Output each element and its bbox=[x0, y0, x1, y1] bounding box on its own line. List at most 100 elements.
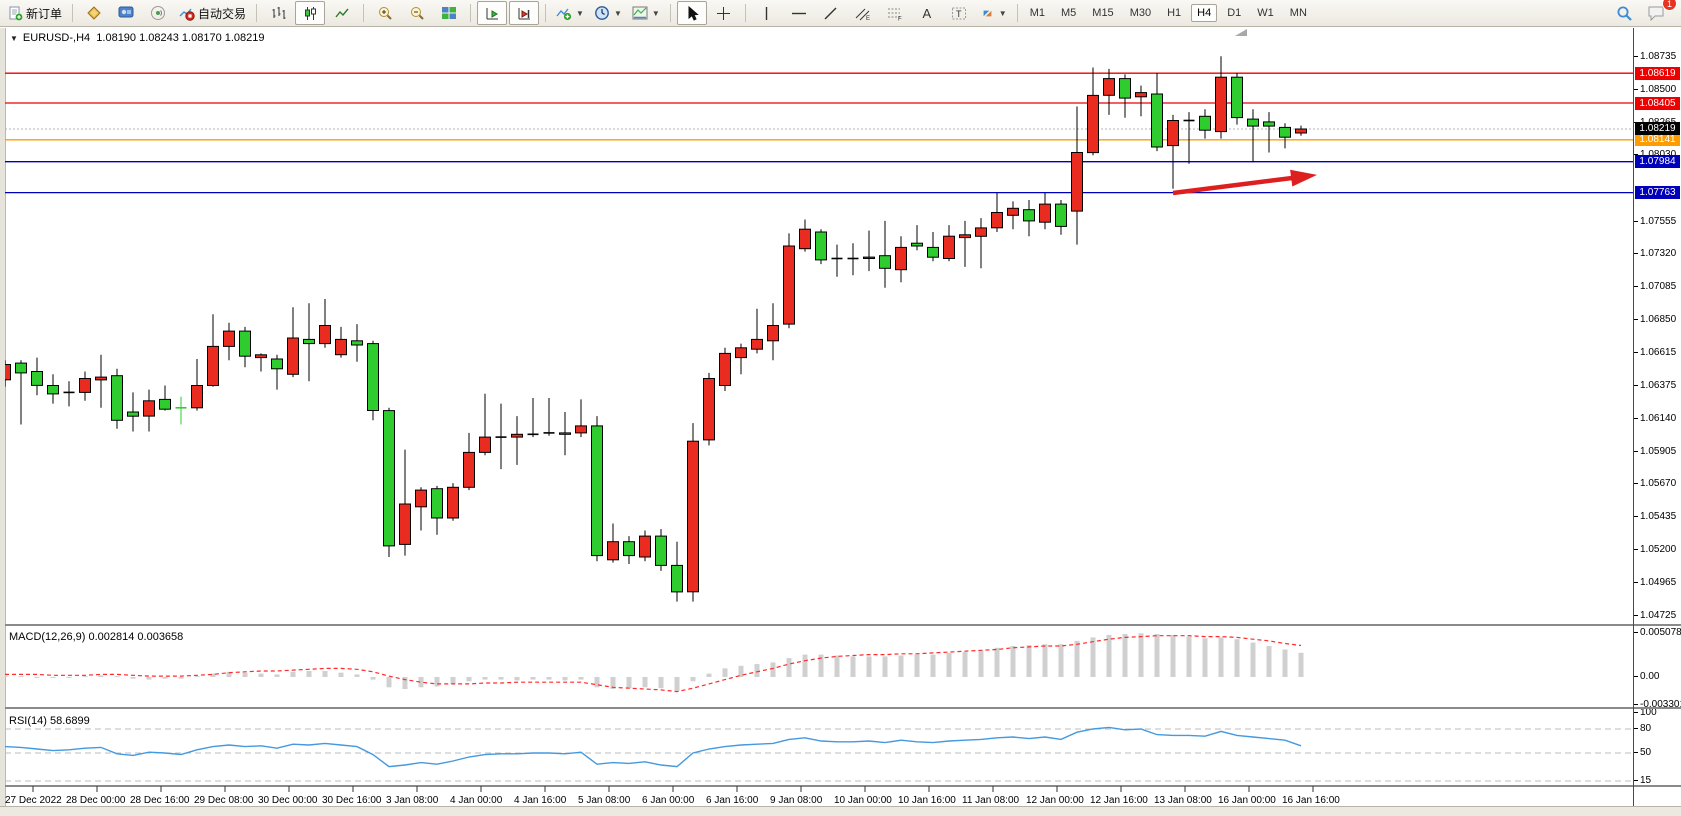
new-order-button[interactable]: 新订单 bbox=[4, 1, 66, 25]
rsi-line bbox=[5, 726, 1302, 768]
macd-histogram-bar bbox=[258, 673, 264, 677]
candle-body bbox=[319, 325, 331, 345]
chart-shift-button[interactable] bbox=[509, 1, 540, 25]
pane-separator bbox=[1634, 624, 1681, 626]
rsi-axis-label: 15 bbox=[1634, 775, 1651, 786]
candle-body bbox=[431, 488, 443, 519]
rsi-axis-label: 100 bbox=[1634, 707, 1657, 718]
price-axis-label: 1.07555 bbox=[1634, 216, 1676, 227]
macd-histogram-bar bbox=[834, 655, 840, 677]
trendline-icon bbox=[824, 7, 837, 19]
price-level-badge: 1.08619 bbox=[1635, 67, 1680, 80]
price-chart[interactable]: MACD(12,26,9) 0.002814 0.003658 RSI(14) 5… bbox=[5, 28, 1633, 806]
time-axis-label: 12 Jan 00:00 bbox=[1026, 795, 1084, 806]
timeframe-H4[interactable]: H4 bbox=[1191, 4, 1218, 22]
macd-histogram-bar bbox=[706, 673, 712, 677]
toolbar-separator bbox=[470, 4, 472, 22]
candle-body bbox=[447, 486, 459, 519]
text-label-icon: T bbox=[951, 7, 966, 19]
macd-histogram-bar bbox=[114, 676, 120, 678]
price-level-badge: 1.08141 bbox=[1635, 133, 1680, 146]
market-watch-button[interactable] bbox=[79, 1, 109, 25]
timeframe-H1[interactable]: H1 bbox=[1167, 7, 1182, 19]
timeframe-M5[interactable]: M5 bbox=[1061, 7, 1077, 19]
macd-histogram-bar bbox=[5, 675, 8, 677]
text-tool-button[interactable]: A bbox=[912, 1, 942, 25]
macd-histogram-bar bbox=[658, 677, 664, 689]
timeframe-M1[interactable]: M1 bbox=[1029, 7, 1045, 19]
zoom-in-button[interactable] bbox=[370, 1, 400, 25]
macd-histogram-bar bbox=[850, 656, 856, 677]
time-axis-label: 16 Jan 16:00 bbox=[1282, 795, 1340, 806]
macd-histogram-bar bbox=[354, 674, 360, 677]
candle-body bbox=[111, 375, 123, 421]
auto-scroll-button[interactable] bbox=[477, 1, 508, 25]
candle-body bbox=[1087, 94, 1099, 154]
timeframe-W1[interactable]: W1 bbox=[1257, 7, 1274, 19]
price-axis-label: 1.06615 bbox=[1634, 347, 1676, 358]
periods-button[interactable]: ▼ bbox=[590, 1, 626, 25]
macd-histogram-bar bbox=[322, 671, 328, 677]
text-tool-icon: A bbox=[922, 5, 932, 21]
chart-shift-marker-icon[interactable] bbox=[1235, 29, 1247, 36]
price-axis-label: 1.05905 bbox=[1634, 446, 1676, 457]
candle-body bbox=[1039, 203, 1051, 223]
fibonacci-icon: F bbox=[887, 8, 902, 21]
crosshair-tool-button[interactable] bbox=[709, 1, 739, 25]
indicators-button[interactable]: ▼ bbox=[552, 1, 588, 25]
bar-chart-type-button[interactable] bbox=[263, 1, 293, 25]
candle-body bbox=[1199, 115, 1211, 131]
candle-body bbox=[399, 503, 411, 545]
crosshair-icon bbox=[717, 6, 731, 20]
templates-button[interactable]: ▼ bbox=[628, 1, 664, 25]
one-click-trading-toggle-icon[interactable]: ▼ bbox=[10, 34, 18, 43]
price-axis: 1.087351.085001.082651.080301.075551.073… bbox=[1633, 28, 1681, 806]
tile-windows-button[interactable] bbox=[434, 1, 464, 25]
chevron-down-icon: ▼ bbox=[651, 8, 660, 18]
macd-histogram-bar bbox=[1186, 636, 1192, 677]
time-axis-label: 6 Jan 16:00 bbox=[706, 795, 759, 806]
arrows-tool-button[interactable]: ▼ bbox=[976, 1, 1011, 25]
trendline-tool-button[interactable] bbox=[816, 1, 846, 25]
svg-text:T: T bbox=[956, 9, 962, 19]
horizontal-line-tool-button[interactable] bbox=[784, 1, 814, 25]
vertical-line-tool-button[interactable] bbox=[752, 1, 782, 25]
candle-body bbox=[927, 246, 939, 258]
auto-trading-button[interactable]: 自动交易 bbox=[175, 1, 250, 25]
candle-body bbox=[575, 425, 587, 434]
search-button[interactable] bbox=[1609, 1, 1639, 25]
channel-tool-button[interactable]: E bbox=[848, 1, 878, 25]
macd-histogram-bar bbox=[562, 677, 568, 681]
line-chart-type-button[interactable] bbox=[327, 1, 357, 25]
macd-histogram-bar bbox=[898, 655, 904, 677]
macd-histogram-bar bbox=[50, 677, 56, 678]
candle-body bbox=[607, 541, 619, 561]
notifications-button[interactable]: 1 bbox=[1641, 0, 1677, 25]
cursor-tool-button[interactable] bbox=[676, 1, 707, 25]
price-axis-label: 1.05435 bbox=[1634, 511, 1676, 522]
timeframe-MN[interactable]: MN bbox=[1289, 7, 1307, 19]
timeframe-M30[interactable]: M30 bbox=[1129, 7, 1152, 19]
macd-histogram-bar bbox=[626, 677, 632, 689]
candle-body bbox=[975, 227, 987, 237]
time-axis-label: 28 Dec 00:00 bbox=[66, 795, 126, 806]
timeframe-D1[interactable]: D1 bbox=[1227, 7, 1242, 19]
price-axis-label: 1.08500 bbox=[1634, 84, 1676, 95]
candle-body bbox=[879, 255, 891, 269]
fibonacci-tool-button[interactable]: F bbox=[880, 1, 910, 25]
community-button[interactable] bbox=[111, 1, 141, 25]
zoom-out-button[interactable] bbox=[402, 1, 432, 25]
timeframe-M15[interactable]: M15 bbox=[1092, 7, 1114, 19]
macd-histogram-bar bbox=[642, 677, 648, 688]
macd-histogram-bar bbox=[34, 677, 40, 678]
macd-histogram-bar bbox=[434, 677, 440, 687]
time-axis-label: 13 Jan 08:00 bbox=[1154, 795, 1212, 806]
candle-body bbox=[1007, 207, 1019, 216]
template-icon bbox=[632, 6, 648, 20]
signal-button[interactable] bbox=[143, 1, 173, 25]
label-tool-button[interactable]: T bbox=[944, 1, 974, 25]
candlestick-chart-type-button[interactable] bbox=[295, 1, 326, 25]
trend-arrow-annotation[interactable] bbox=[1172, 175, 1296, 196]
main-toolbar: 新订单 自动交易 ▼ ▼ bbox=[0, 0, 1681, 27]
macd-histogram-bar bbox=[1282, 649, 1288, 677]
